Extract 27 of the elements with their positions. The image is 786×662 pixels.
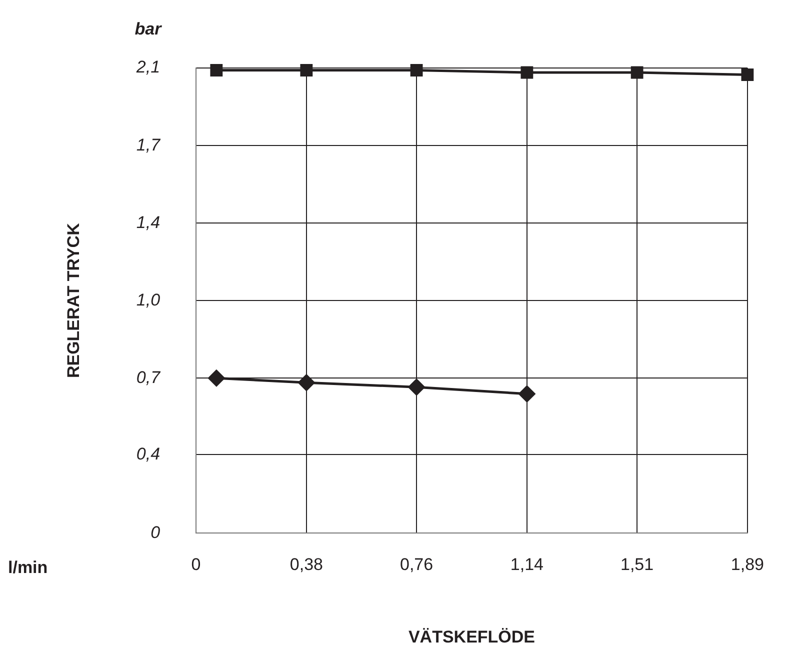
point — [518, 386, 536, 402]
point — [298, 374, 315, 391]
x-tick-label: 0,76 — [400, 555, 434, 574]
y-tick-label: 0 — [150, 522, 161, 542]
x-tick-label: 1,89 — [730, 555, 764, 574]
point — [630, 66, 644, 79]
point — [410, 64, 423, 76]
point — [300, 64, 313, 76]
y-axis-title: REGLERAT TRYCK — [64, 222, 83, 378]
y-tick-label: 1,0 — [136, 290, 161, 310]
point — [408, 378, 425, 396]
y-tick-label: 0,4 — [136, 444, 160, 464]
x-tick-label: 0,38 — [290, 555, 323, 574]
x-axis-title: VÄTSKEFLÖDE — [408, 627, 536, 646]
text: l/min — [8, 558, 48, 577]
point — [520, 66, 534, 79]
y-tick-label: 1,4 — [136, 212, 160, 232]
point — [741, 68, 754, 81]
x-tick-label: 1,14 — [510, 555, 544, 574]
point — [208, 370, 225, 386]
x-tick-label: 1,51 — [620, 555, 654, 574]
y-tick-label: 2,1 — [135, 58, 160, 77]
y-tick-label: 1,7 — [136, 135, 161, 154]
y-tick-label: 0,7 — [136, 368, 161, 387]
point — [210, 64, 223, 76]
text: bar — [134, 20, 163, 39]
x-tick-label: 0 — [191, 555, 201, 574]
